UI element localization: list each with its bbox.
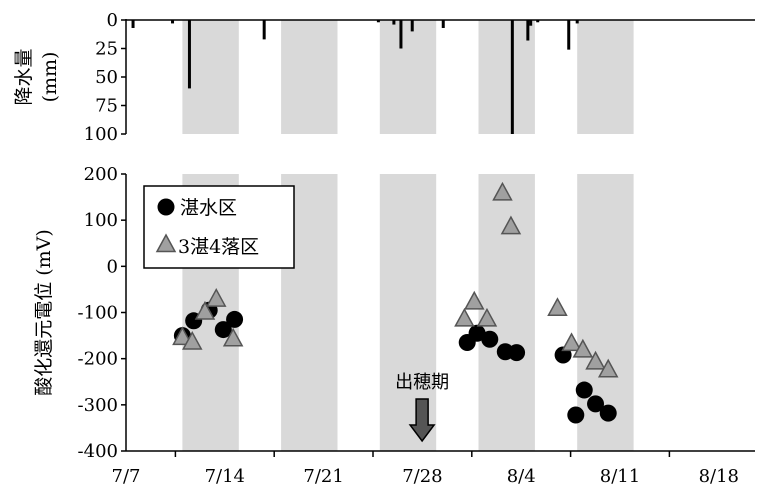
intermittent-point	[561, 332, 582, 352]
down-arrow-icon	[408, 398, 436, 443]
shade-top-2	[379, 20, 437, 134]
intermittent-point	[222, 327, 244, 347]
redox-ytick-label: 200	[84, 164, 118, 185]
legend-label-intermittent: 3湛4落区	[178, 236, 259, 258]
redox-y-ticks: 200 100 0 -100 -200 -300 -400	[78, 164, 126, 462]
rainfall-ytick-label: 0	[107, 10, 118, 31]
intermittent-point	[492, 181, 513, 201]
rainfall-panel: 0 25 50 75 100 降水量 (mm)	[13, 10, 755, 145]
rainfall-bar	[392, 20, 396, 25]
shade-top-3	[478, 20, 535, 134]
rainfall-bar	[187, 20, 191, 89]
rainfall-bar	[536, 20, 540, 23]
flooded-point	[599, 404, 617, 422]
x-tick-label: 8/4	[507, 466, 536, 487]
flooded-point	[575, 381, 593, 399]
flooded-point	[214, 321, 232, 339]
intermittent-point	[500, 215, 522, 235]
x-tick-label: 8/18	[699, 466, 739, 487]
shade-top-0	[182, 20, 239, 134]
redox-ylabel: 酸化還元電位 (mV)	[33, 229, 55, 396]
intermittent-point	[182, 330, 203, 350]
intermittent-point	[205, 288, 227, 307]
rainfall-bar	[131, 20, 135, 28]
rainfall-bar	[575, 20, 579, 24]
heading-annotation: 出穂期	[395, 372, 449, 443]
rainfall-y-ticks: 0 25 50 75 100	[84, 10, 126, 145]
intermittent-point	[194, 300, 216, 320]
rainfall-bars	[131, 20, 579, 134]
redox-points	[172, 181, 619, 424]
rainfall-bar	[171, 20, 175, 24]
rainfall-bar	[376, 20, 380, 23]
intermittent-point	[585, 350, 606, 370]
redox-ytick-label: 0	[107, 256, 118, 277]
rainfall-bar	[567, 20, 571, 50]
heading-label: 出穂期	[395, 372, 449, 393]
redox-ytick-label: -300	[78, 395, 118, 416]
rainfall-ytick-label: 75	[95, 96, 118, 117]
shade-bottom-4	[577, 174, 634, 451]
x-tick-label: 7/21	[303, 466, 343, 487]
legend: 湛水区 3湛4落区	[143, 185, 295, 269]
intermittent-point	[454, 307, 475, 327]
rainfall-ylabel-line1: 降水量	[13, 48, 35, 105]
flooded-point	[481, 330, 499, 348]
rainfall-bar	[410, 20, 414, 32]
flooded-point	[508, 344, 526, 362]
redox-panel: 200 100 0 -100 -200 -300 -400 7/7 7/14 7/21 7/28 8…	[33, 164, 755, 487]
rainfall-bar	[441, 20, 445, 28]
rainfall-ytick-label: 100	[84, 124, 118, 145]
rainfall-ytick-label: 50	[95, 67, 118, 88]
rainfall-bar	[529, 20, 533, 26]
rainfall-bar	[526, 20, 530, 41]
legend-label-flooded: 湛水区	[180, 197, 237, 219]
x-tick-label: 7/7	[112, 466, 141, 487]
x-ticks: 7/7 7/14 7/21 7/28 8/4 8/11 8/18	[112, 451, 739, 487]
legend-marker-circle	[157, 198, 175, 216]
flooded-point	[226, 310, 244, 328]
rainfall-bar	[399, 20, 403, 49]
redox-ytick-label: -400	[78, 441, 118, 462]
rainfall-bar	[262, 20, 266, 40]
flooded-point	[468, 324, 486, 342]
intermittent-point	[572, 338, 594, 358]
rainfall-ytick-label: 25	[95, 39, 118, 60]
x-tick-label: 7/14	[205, 466, 245, 487]
flooded-point	[567, 406, 585, 424]
redox-ytick-label: -200	[78, 349, 118, 370]
legend-marker-triangle	[155, 233, 177, 253]
intermittent-point	[172, 326, 193, 346]
rainfall-bar	[510, 20, 514, 134]
redox-ytick-label: 100	[84, 210, 118, 231]
x-tick-label: 8/11	[600, 466, 640, 487]
x-tick-label: 7/28	[402, 466, 442, 487]
shade-top-4	[577, 20, 634, 134]
redox-ytick-label: -100	[78, 303, 118, 324]
shade-top-1	[281, 20, 338, 134]
intermittent-point	[464, 290, 485, 310]
intermittent-point	[547, 297, 568, 317]
rainfall-ylabel-line2: (mm)	[39, 52, 61, 103]
intermittent-point	[597, 358, 619, 378]
flooded-point	[587, 395, 605, 413]
intermittent-point	[476, 307, 498, 327]
